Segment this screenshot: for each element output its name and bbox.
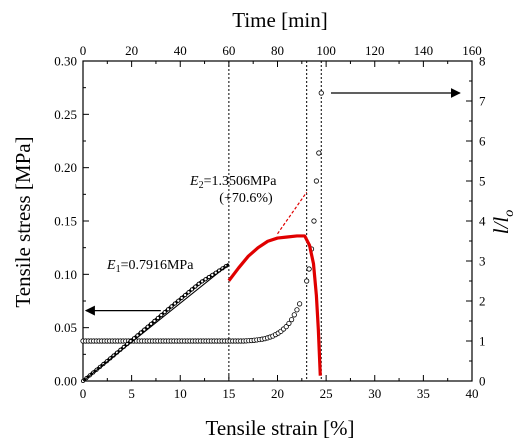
x-tick-label: 35 [417, 386, 430, 401]
stress-elastic-point [159, 313, 164, 318]
right-axis-title: l/lo [489, 210, 517, 235]
top-tick-label: 60 [222, 43, 235, 58]
y-tick-label: 0.20 [54, 160, 77, 175]
y-tick-label: 0.05 [54, 320, 77, 335]
y-tick-label: 0.30 [54, 54, 77, 69]
right-tick-label: 5 [479, 174, 486, 189]
length-ratio-point [318, 90, 324, 96]
fit-line-e2 [277, 191, 308, 235]
fit-line-e1 [82, 263, 230, 382]
y-tick-label: 0.10 [54, 267, 77, 282]
stress-elastic-point [200, 279, 205, 284]
stress-elastic-point [162, 310, 167, 315]
stress-elastic-point [203, 277, 208, 282]
e1-label: E1=0.7916MPa [106, 258, 194, 275]
length-ratio-point [297, 301, 303, 307]
length-ratio-point [304, 278, 310, 284]
y-tick-label: 0.25 [54, 107, 77, 122]
stress-series-plastic [227, 234, 322, 376]
x-tick-label: 15 [222, 386, 235, 401]
length-ratio-point [294, 307, 300, 313]
x-tick-label: 20 [271, 386, 284, 401]
stress-elastic-point [152, 318, 157, 323]
x-axis-title: Tensile strain [%] [206, 416, 355, 440]
right-tick-label: 2 [479, 294, 486, 309]
x-tick-label: 40 [466, 386, 479, 401]
top-tick-label: 140 [414, 43, 434, 58]
e2-label-symbol: E [189, 174, 199, 189]
e2-label: E2=1.3506MPa [189, 174, 277, 191]
stress-elastic-point [189, 287, 194, 292]
right-tick-label: 3 [479, 254, 486, 269]
length-ratio-point [313, 178, 319, 184]
stress-elastic-point [206, 275, 211, 280]
top-tick-label: 80 [271, 43, 284, 58]
length-ratio-point [316, 150, 322, 156]
length-ratio-point [286, 320, 292, 327]
stress-elastic-point [183, 293, 188, 298]
right-axis-title-main: l/l [489, 217, 513, 235]
x-tick-label: 10 [174, 386, 187, 401]
y-tick-label: 0.00 [54, 374, 77, 389]
stress-elastic-point [210, 272, 215, 277]
right-tick-label: 6 [479, 134, 486, 149]
x-tick-label: 25 [320, 386, 333, 401]
top-tick-label: 120 [365, 43, 385, 58]
stress-elastic-point [142, 327, 147, 332]
length-ratio-point [311, 218, 317, 224]
e2-label-subscript: 2 [199, 180, 204, 191]
stress-elastic-point [172, 301, 177, 306]
top-tick-label: 160 [462, 43, 482, 58]
top-tick-label: 0 [80, 43, 87, 58]
length-ratio-point [306, 266, 312, 272]
length-ratio-point [291, 312, 297, 318]
x-tick-label: 5 [128, 386, 135, 401]
right-tick-label: 8 [479, 54, 486, 69]
stress-elastic-point [196, 281, 201, 286]
x-tick-label: 30 [368, 386, 381, 401]
stress-elastic-point [145, 324, 150, 329]
top-tick-label: 40 [174, 43, 187, 58]
stress-elastic-point [186, 290, 191, 295]
e1-label-subscript: 1 [116, 264, 121, 275]
x-tick-label: 0 [80, 386, 87, 401]
stress-elastic-point [179, 295, 184, 300]
y-tick-label: 0.15 [54, 214, 77, 229]
right-axis-title-sub: o [502, 210, 517, 217]
right-tick-label: 4 [479, 214, 486, 229]
length-ratio-point [283, 324, 289, 330]
e1-label-value: =0.7916MPa [121, 258, 195, 273]
right-tick-label: 1 [479, 334, 486, 349]
length-ratio-point [289, 317, 295, 323]
y-axis-title: Tensile stress [MPa] [11, 136, 35, 307]
stress-elastic-point [149, 321, 154, 326]
e1-label-symbol: E [106, 258, 116, 273]
top-tick-label: 100 [316, 43, 336, 58]
e2-percent-label: (+70.6%) [219, 191, 273, 206]
right-tick-label: 7 [479, 94, 486, 109]
stress-elastic-point [169, 304, 174, 309]
top-tick-label: 20 [125, 43, 138, 58]
stress-elastic-point [166, 307, 171, 312]
stress-elastic-point [193, 284, 198, 289]
stress-elastic-point [155, 316, 160, 321]
e2-label-value: =1.3506MPa [204, 174, 278, 189]
plot-area: 0 5 10 15 20 25 30 35 400 20 40 60 80 100 120 140 1600.0… [54, 43, 486, 401]
right-tick-label: 0 [479, 374, 486, 389]
top-axis-title: Time [min] [232, 8, 327, 32]
stress-elastic-point [176, 298, 181, 303]
